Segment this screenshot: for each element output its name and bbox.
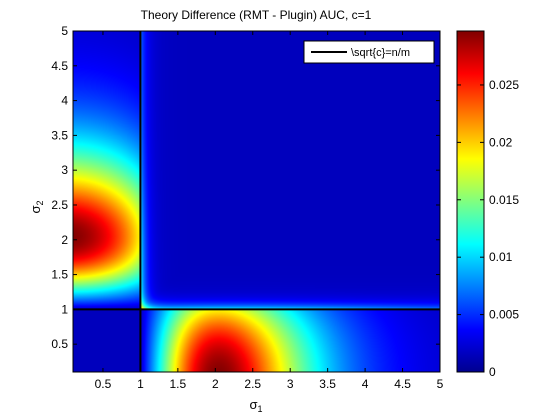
colorbar: 0 0.005 0.01 0.015 0.02 0.025	[456, 30, 519, 379]
y-tick-label: 3.5	[51, 128, 68, 142]
x-tick-label: 4	[362, 377, 369, 391]
chart-title: Theory Difference (RMT - Plugin) AUC, c=…	[141, 8, 372, 22]
colorbar-frame	[456, 30, 485, 373]
colorbar-tick-label: 0.01	[489, 250, 513, 264]
y-tick-label: 5	[61, 24, 68, 38]
legend: \sqrt{c}=n/m	[303, 40, 435, 64]
y-tick-label: 2	[61, 233, 68, 247]
y-axis: 0.5 1 1.5 2 2.5 3 3.5 4 4.5 5	[51, 24, 440, 351]
y-axis-label-subscript: 2	[35, 200, 45, 205]
y-tick-label: 1.5	[51, 268, 68, 282]
colorbar-tick-label: 0.025	[489, 78, 519, 92]
y-tick-label: 4	[61, 94, 68, 108]
x-tick-label: 1	[137, 377, 144, 391]
y-tick-label: 1	[61, 302, 68, 316]
x-tick-label: 5	[437, 377, 444, 391]
y-tick-label: 2.5	[51, 198, 68, 212]
y-tick-label: 3	[61, 163, 68, 177]
colorbar-tick-label: 0.015	[489, 193, 519, 207]
colorbar-gradient	[457, 31, 484, 372]
x-axis-label-subscript: 1	[258, 404, 263, 414]
colorbar-tick-label: 0.02	[489, 135, 513, 149]
x-axis: 0.5 1 1.5 2 2.5 3 3.5 4 4.5 5	[95, 31, 444, 391]
y-axis-label: σ2	[28, 200, 45, 213]
legend-box	[303, 40, 435, 64]
x-tick-label: 2	[212, 377, 219, 391]
x-tick-label: 3	[287, 377, 294, 391]
colorbar-ticks: 0 0.005 0.01 0.015 0.02 0.025	[457, 78, 519, 379]
y-tick-label: 4.5	[51, 59, 68, 73]
x-axis-label: σ1	[249, 397, 262, 414]
legend-label: \sqrt{c}=n/m	[351, 47, 410, 59]
colorbar-tick-label: 0	[489, 365, 496, 379]
x-tick-label: 1.5	[170, 377, 187, 391]
x-tick-label: 0.5	[95, 377, 112, 391]
plot-area-frame	[72, 30, 441, 373]
heatmap	[73, 31, 440, 372]
x-tick-label: 3.5	[319, 377, 336, 391]
x-tick-label: 2.5	[244, 377, 261, 391]
x-tick-label: 4.5	[394, 377, 411, 391]
heatmap-image	[73, 31, 440, 372]
y-tick-label: 0.5	[51, 337, 68, 351]
colorbar-tick-label: 0.005	[489, 308, 519, 322]
